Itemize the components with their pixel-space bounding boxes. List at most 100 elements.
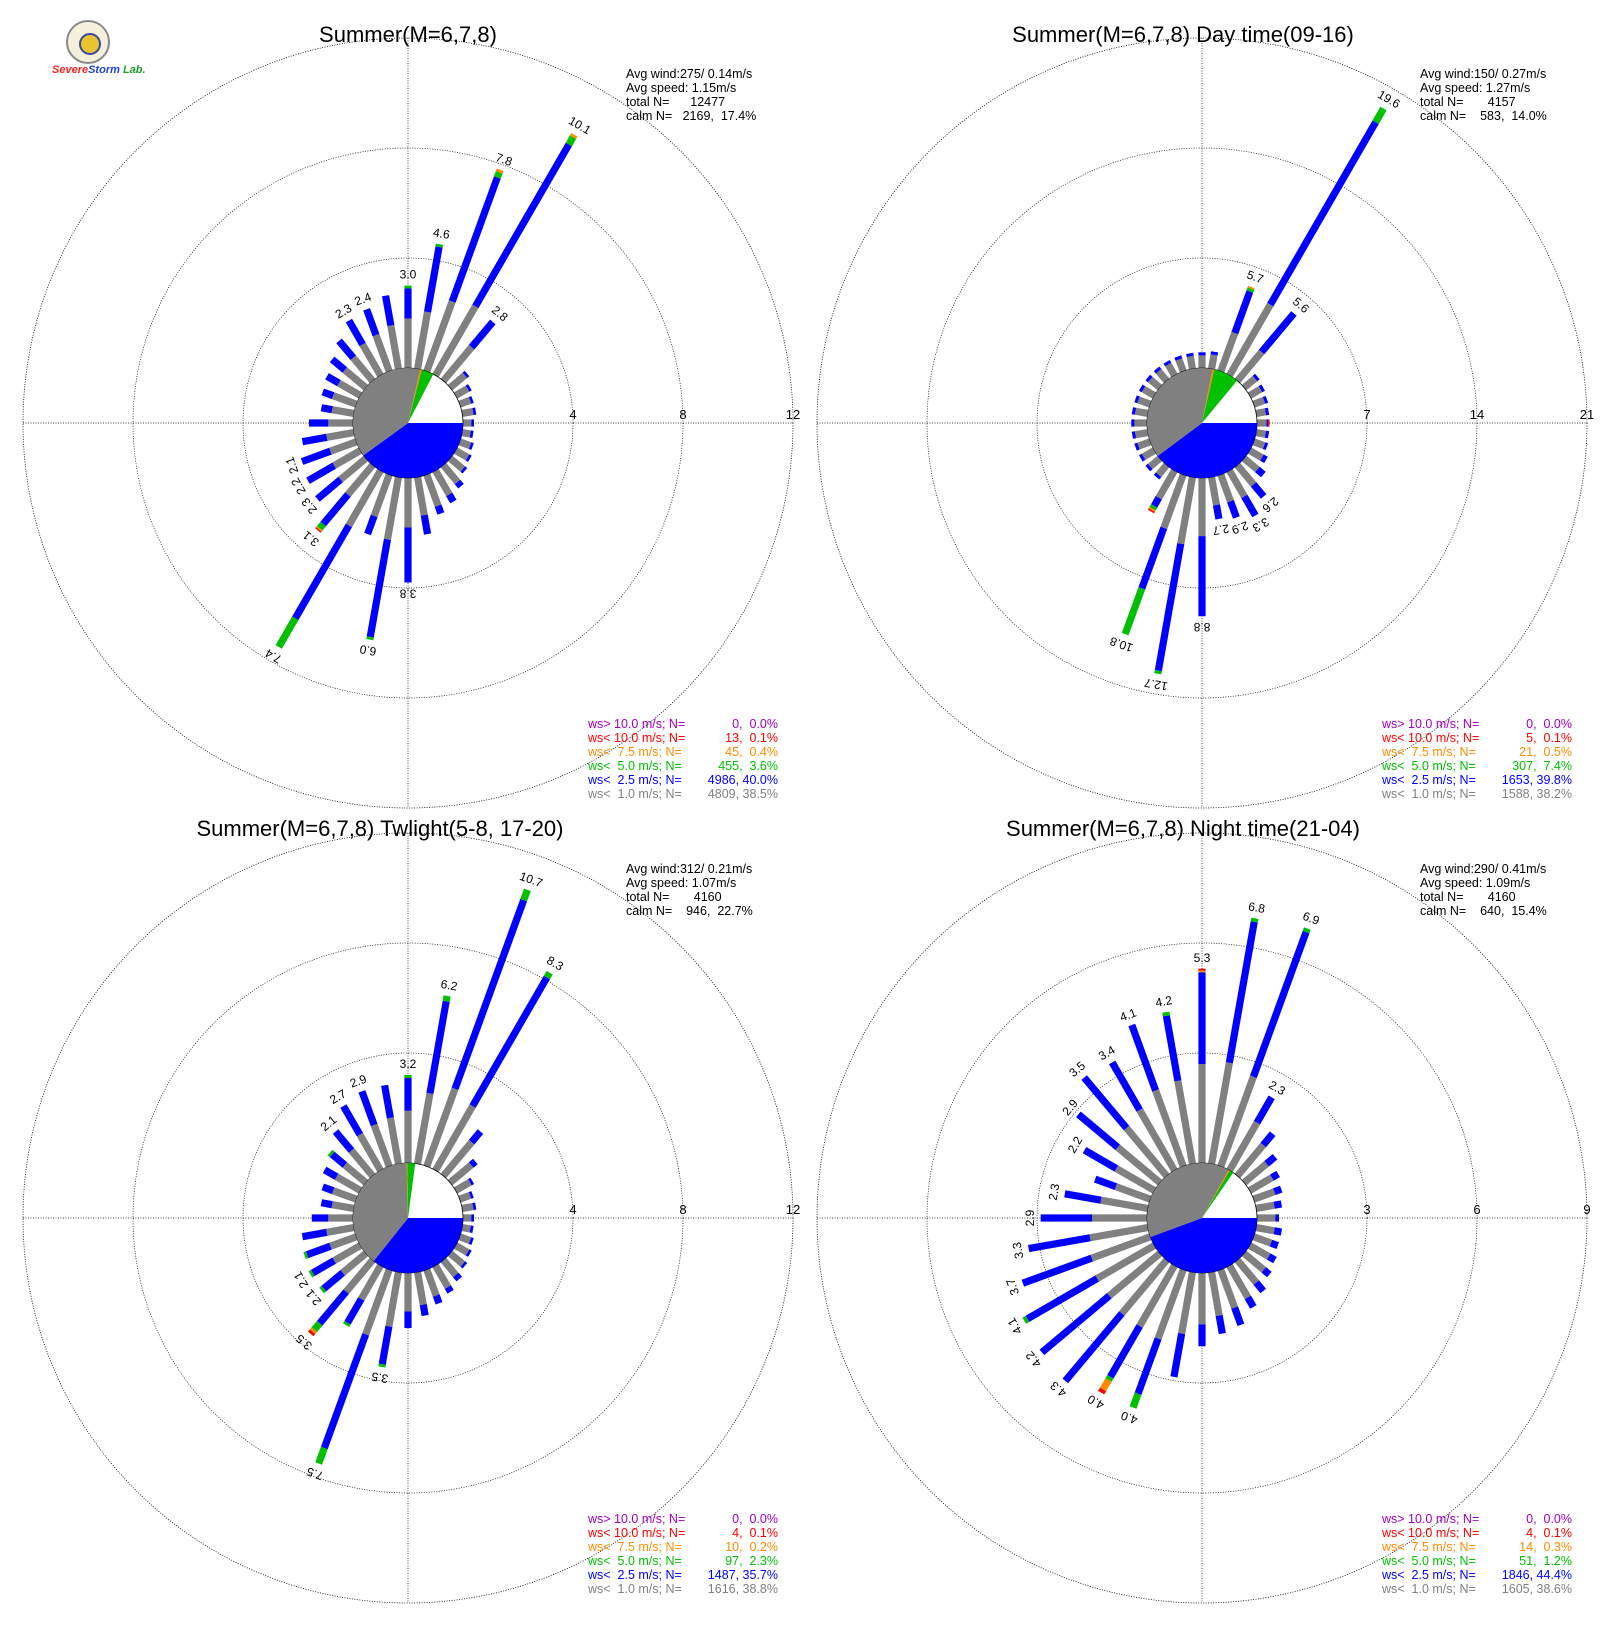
bar-segment-red-dir-220 [315,527,322,533]
bar-segment-blue-dir-80 [472,407,477,416]
bar-segment-gray-dir-140 [1234,462,1257,487]
bar-segment-blue-dir-290 [1134,395,1140,404]
bar-segment-blue-dir-130 [1261,1267,1272,1278]
wind-rose-panel-3: 4 8 123.26.210.78.33.57.53.52.12.12.12.72.… [22,816,800,1604]
bar-segment-green-dir-190 [1154,670,1162,675]
legend-label-6: ws< 1.0 m/s; N= [587,787,682,801]
bar-segment-gray-dir-60 [453,1179,472,1194]
bar-segment-gray-dir-300 [1114,1165,1157,1194]
bar-segment-gray-dir-150 [1226,468,1248,499]
bar-segment-gray-dir-230 [1147,455,1163,470]
calm-pie-blue [373,1218,463,1274]
bar-segment-gray-dir-190 [1178,1271,1196,1335]
bar-segment-blue-dir-320 [336,338,356,360]
bar-segment-gray-dir-220 [1119,1257,1170,1316]
ring-label: 14 [1470,407,1484,422]
bar-segment-gray-dir-60 [1247,386,1263,399]
bar-segment-gray-dir-270 [328,1214,353,1222]
bar-segment-blue-dir-290 [321,388,335,400]
bar-label-dir-200: 10.8 [1108,634,1135,655]
outer-ring [22,832,794,1604]
bar-segment-blue-dir-350 [382,295,395,327]
calm-pie-gray [1147,1163,1229,1237]
bar-segment-gray-dir-160 [1217,473,1234,503]
legend-value-5: 1653, 39.8% [1502,773,1572,787]
bar-label-dir-240: 2.1 [291,1269,312,1291]
bar-segment-gray-dir-170 [414,1271,427,1306]
bar-segment-gray-dir-160 [1217,1268,1238,1309]
bar-segment-blue-dir-210 [344,1297,365,1325]
bar-segment-gray-dir-150 [432,468,453,497]
bar-label-dir-180: 8.8 [1193,620,1210,634]
calm-pie-red [1202,368,1213,423]
bar-segment-green-dir-250 [303,1251,309,1259]
bar-segment-gray-dir-350 [387,324,402,370]
bar-segment-blue-dir-110 [1269,1239,1279,1249]
bar-segment-blue-dir-20 [1250,930,1310,1078]
bar-label-dir-280: 2.3 [1046,1182,1063,1201]
bar-segment-blue-dir-150 [444,1285,454,1294]
bar-segment-blue-dir-70 [1262,396,1269,404]
stat-line-2: Avg speed: 1.27m/s [1420,81,1530,95]
bar-segment-green-dir-10 [442,995,451,1002]
bar-label-dir-20: 5.7 [1245,268,1266,287]
bar-segment-blue-dir-80 [472,1202,477,1211]
legend-value-6: 4809, 38.5% [708,787,778,801]
bar-segment-blue-dir-180 [1198,536,1206,617]
bar-segment-green-dir-0 [404,1075,412,1078]
bar-segment-gray-dir-190 [1177,476,1196,545]
bar-label-dir-0: 3.2 [400,1057,417,1071]
bar-segment-blue-dir-110 [1262,442,1269,450]
bar-segment-blue-dir-230 [1039,1293,1112,1356]
bar-segment-gray-dir-330 [1136,1108,1178,1173]
calm-pie-blue [1157,423,1257,479]
bar-segment-blue-dir-210 [292,523,352,621]
bar-label-dir-0: 5.3 [1194,951,1211,965]
legend-label-4: ws< 5.0 m/s; N= [587,1554,682,1568]
bar-segment-gray-dir-250 [1090,1233,1152,1262]
bar-segment-gray-dir-70 [1252,397,1266,408]
bar-segment-blue-dir-230 [315,476,343,502]
bar-segment-gray-dir-350 [386,1117,402,1165]
bar-segment-blue-dir-250 [306,1242,332,1259]
bar-segment-blue-dir-0 [404,288,412,319]
bar-segment-blue-dir-320 [1153,366,1162,374]
bar-segment-gray-dir-240 [332,447,363,469]
bar-segment-gray-dir-280 [331,1201,355,1212]
bar-segment-gray-dir-340 [1152,1089,1187,1168]
bar-segment-blue-dir-270 [1040,1214,1092,1222]
bar-segment-gray-dir-280 [331,406,355,417]
stat-line-1: Avg wind:290/ 0.41m/s [1420,862,1546,876]
calm-pie-red [1202,1169,1229,1218]
bar-segment-gray-dir-200 [1160,473,1187,530]
bar-segment-blue-dir-30 [472,142,572,309]
bar-segment-gray-dir-200 [362,1268,393,1336]
bar-label-dir-330: 2.3 [333,301,355,322]
bar-segment-gray-dir-260 [1134,429,1149,439]
bar-segment-blue-dir-240 [310,1257,336,1277]
wind-rose-panel-2: 7 14 21 5.7 19.6 5.6 2.63.32.92.7 8.8 12.7 10.8 Su… [816,22,1594,809]
legend-label-1: ws> 10.0 m/s; N= [587,1512,685,1526]
bar-segment-gray-dir-240 [1141,447,1157,460]
bar-segment-blue-dir-100 [469,430,474,438]
bar-segment-gray-dir-40 [440,1139,475,1179]
bar-segment-green-dir-230 [319,1285,326,1294]
bar-segment-gray-dir-50 [447,372,468,391]
bar-label-dir-10: 6.2 [440,977,459,994]
bar-segment-blue-dir-110 [468,442,474,450]
bar-segment-blue-dir-170 [1215,1314,1226,1335]
ring-label: 8 [679,407,686,422]
bar-segment-gray-dir-320 [348,1148,376,1179]
outer-ring [816,832,1588,1604]
bar-segment-gray-dir-320 [1155,368,1170,384]
bar-segment-gray-dir-20 [423,1087,459,1168]
bar-segment-blue-dir-260 [301,1228,328,1241]
bar-segment-green-dir-240 [308,1269,315,1278]
bar-segment-blue-dir-10 [426,1000,450,1094]
legend-label-1: ws> 10.0 m/s; N= [1381,717,1479,731]
bar-segment-orange-dir-20 [495,168,504,174]
bar-label-dir-270: 2.9 [1023,1209,1037,1226]
bar-segment-gray-dir-290 [331,1187,358,1203]
bar-label-dir-220: 3.1 [300,528,322,550]
bar-segment-blue-dir-100 [1273,1227,1283,1236]
